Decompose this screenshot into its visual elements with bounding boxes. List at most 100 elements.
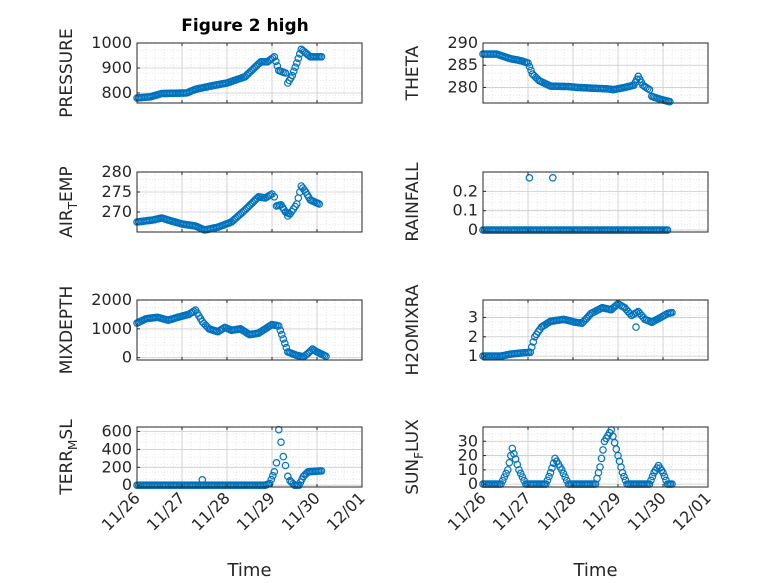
data-point xyxy=(665,97,674,106)
data-point xyxy=(322,352,330,361)
data-point xyxy=(508,444,517,453)
data-point xyxy=(271,57,280,66)
data-point xyxy=(546,468,555,477)
data-point xyxy=(659,468,667,477)
data-point xyxy=(505,458,514,467)
y-tick-label: 0.2 xyxy=(453,181,478,200)
axes-box xyxy=(482,299,709,361)
data-point xyxy=(518,473,527,481)
data-point xyxy=(289,67,298,76)
y-axis-label: SUNFLUX xyxy=(403,419,426,495)
data-point xyxy=(510,449,518,458)
y-tick-label: 900 xyxy=(101,58,132,77)
data-point xyxy=(267,475,276,484)
data-point xyxy=(597,454,606,463)
y-axis-label: RAINFALL xyxy=(403,162,423,242)
data-point xyxy=(270,193,279,201)
data-point xyxy=(274,322,283,330)
data-point xyxy=(663,226,672,234)
data-point xyxy=(270,467,279,476)
axes-box xyxy=(136,426,363,488)
data-point xyxy=(548,464,556,472)
axes-box xyxy=(482,42,709,104)
data-point xyxy=(281,69,290,77)
data-point xyxy=(315,200,324,208)
data-point xyxy=(268,471,277,480)
data-point xyxy=(516,469,525,478)
y-axis-label: PRESSURE xyxy=(57,28,77,117)
data-point xyxy=(280,339,289,348)
y-tick-label: 20 xyxy=(458,446,478,465)
data-point xyxy=(288,71,297,80)
subplot-h2omixra: 123 H2OMIXRA xyxy=(403,284,709,376)
figure-title: Figure 2 high xyxy=(181,16,309,36)
data-point xyxy=(317,52,326,61)
data-point xyxy=(643,84,652,93)
y-tick-label: 2000 xyxy=(91,290,132,309)
data-point xyxy=(632,323,640,331)
y-tick-label: 200 xyxy=(101,457,132,476)
data-point xyxy=(272,458,281,467)
data-point xyxy=(291,63,300,71)
y-tick-label: 2 xyxy=(468,327,478,346)
axes-box xyxy=(136,299,363,361)
y-axis-label: AIRTEMP xyxy=(57,166,80,237)
data-point xyxy=(596,463,604,471)
data-point xyxy=(543,476,552,485)
data-point xyxy=(498,476,507,485)
y-tick-label: 3 xyxy=(468,307,478,326)
data-point xyxy=(526,348,535,357)
data-point xyxy=(317,467,326,475)
y-axis-label: THETA xyxy=(403,45,423,101)
y-tick-label: 30 xyxy=(458,431,478,450)
data-point xyxy=(645,85,654,94)
y-tick-label: 280 xyxy=(101,162,132,181)
axes-box xyxy=(136,42,363,104)
y-tick-label: 290 xyxy=(447,33,478,52)
data-point xyxy=(525,62,534,71)
data-point xyxy=(668,308,676,317)
data-point xyxy=(599,446,607,454)
data-point xyxy=(525,174,534,182)
y-axis-label: TERRMSL xyxy=(57,419,80,496)
data-point xyxy=(277,438,285,447)
data-point xyxy=(283,472,292,481)
y-tick-label: 0.1 xyxy=(453,201,478,220)
data-point xyxy=(524,59,532,67)
data-point xyxy=(612,301,621,310)
y-tick-label: 1000 xyxy=(91,319,132,338)
y-axis-label: MIXDEPTH xyxy=(57,286,77,375)
data-point xyxy=(292,59,301,67)
data-point xyxy=(283,212,292,220)
data-point xyxy=(529,338,538,346)
y-tick-label: 1000 xyxy=(91,33,132,52)
data-point xyxy=(618,468,627,477)
y-tick-label: 800 xyxy=(101,83,132,102)
y-tick-label: 280 xyxy=(447,77,478,96)
data-point xyxy=(660,472,669,481)
data-point xyxy=(561,473,569,481)
data-point xyxy=(515,466,523,474)
data-point xyxy=(620,472,628,481)
subplot-rainfall: 00.10.2 RAINFALL xyxy=(403,162,709,242)
axes-box xyxy=(482,426,709,488)
data-point xyxy=(276,326,285,335)
data-point xyxy=(647,476,655,485)
data-point xyxy=(503,466,512,474)
y-tick-label: 600 xyxy=(101,421,132,440)
axes-box xyxy=(482,171,709,233)
y-tick-label: 10 xyxy=(458,460,478,479)
data-point xyxy=(279,335,288,343)
data-point xyxy=(502,469,510,478)
y-tick-label: 270 xyxy=(101,202,132,221)
data-point xyxy=(648,472,657,481)
y-tick-label: 0 xyxy=(122,475,132,494)
y-tick-label: 285 xyxy=(447,55,478,74)
data-point xyxy=(277,330,286,339)
y-tick-label: 400 xyxy=(101,439,132,458)
y-tick-label: 1 xyxy=(468,346,478,365)
y-tick-label: 0 xyxy=(468,220,478,239)
